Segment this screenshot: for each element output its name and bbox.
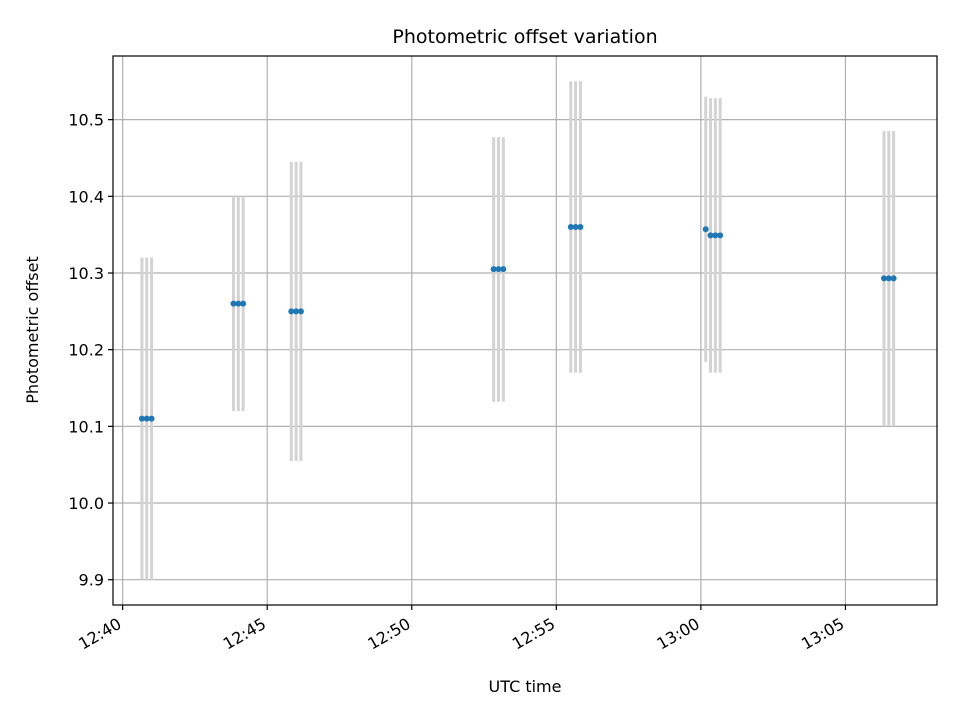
data-point <box>495 266 502 273</box>
data-point <box>148 415 155 422</box>
plot-frame <box>112 55 938 606</box>
data-point <box>577 223 584 230</box>
data-point <box>572 223 579 230</box>
y-tick-label: 10.1 <box>68 417 104 436</box>
data-points <box>138 223 897 422</box>
chart-title: Photometric offset variation <box>392 26 657 48</box>
y-tick-label: 10.3 <box>68 264 104 283</box>
data-point <box>240 300 247 307</box>
x-axis-label: UTC time <box>489 677 562 696</box>
data-point <box>702 226 709 233</box>
y-axis-label: Photometric offset <box>23 256 42 404</box>
data-point <box>890 275 897 282</box>
data-point <box>490 266 497 273</box>
data-point <box>707 232 714 239</box>
y-tick-label: 10.0 <box>68 494 104 513</box>
data-point <box>288 308 295 315</box>
y-tick-label: 10.5 <box>68 111 104 130</box>
y-tick-label: 9.9 <box>79 571 104 590</box>
data-point <box>293 308 300 315</box>
data-point <box>138 415 145 422</box>
y-tick-label: 10.4 <box>68 187 104 206</box>
data-point <box>297 308 304 315</box>
data-point <box>143 415 150 422</box>
data-point <box>230 300 237 307</box>
data-point <box>712 232 719 239</box>
data-point <box>235 300 242 307</box>
data-point <box>717 232 724 239</box>
grid <box>113 56 937 605</box>
y-tick-label: 10.2 <box>68 341 104 360</box>
y-axis-ticks: 9.9 10.0 10.1 10.2 10.3 10.4 10.5 <box>68 111 113 590</box>
data-point <box>880 275 887 282</box>
data-point <box>500 266 507 273</box>
data-point <box>885 275 892 282</box>
data-point <box>567 223 574 230</box>
